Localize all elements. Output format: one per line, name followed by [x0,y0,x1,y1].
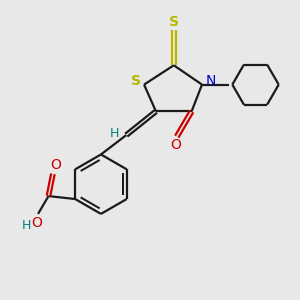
Text: S: S [169,15,179,29]
Text: O: O [170,138,181,152]
Text: O: O [50,158,61,172]
Text: H: H [110,127,120,140]
Text: H: H [22,219,31,232]
Text: N: N [205,74,215,88]
Text: O: O [31,216,42,230]
Text: S: S [131,74,141,88]
